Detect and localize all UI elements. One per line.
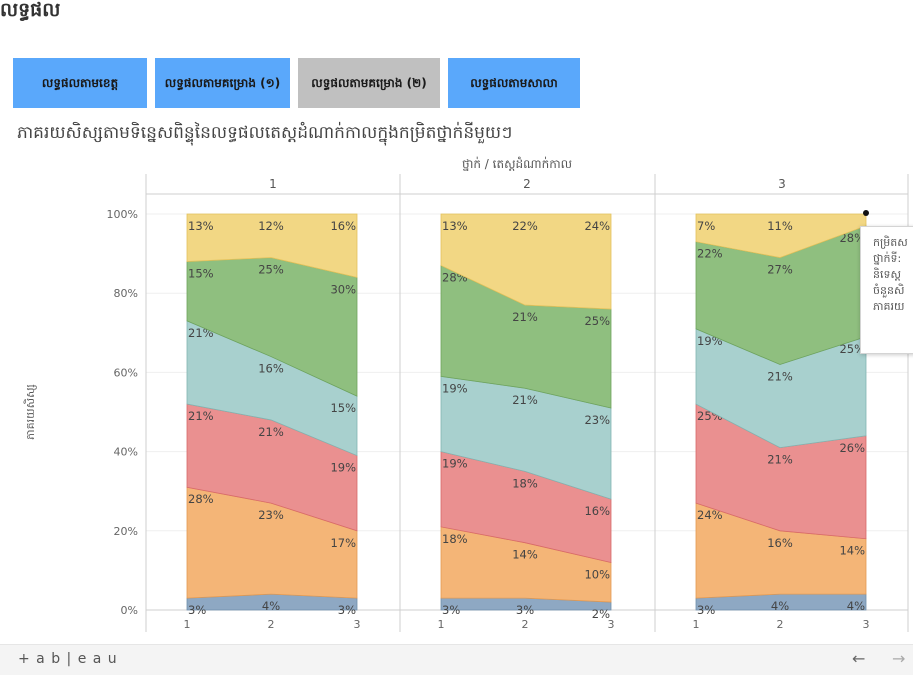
data-label: 2% [592, 607, 610, 621]
hover-point-marker [863, 210, 869, 216]
y-tick-label: 40% [114, 446, 138, 459]
page-title: លទ្ធផល [0, 0, 61, 21]
data-label: 7% [697, 219, 715, 233]
x-tick-label: 1 [438, 618, 445, 631]
tooltip: កម្រិតស ថ្នាក់ទី: និទេស្ត ចំនួនសិ ភាគរយ [860, 226, 913, 354]
x-tick-label: 3 [863, 618, 870, 631]
tab-by-project-1[interactable]: លទ្ធផលតាមគម្រោង (១) [155, 58, 290, 108]
tooltip-line: ថ្នាក់ទី: [873, 252, 902, 265]
data-label: 12% [258, 219, 284, 233]
y-tick-label: 80% [114, 287, 138, 300]
data-label: 30% [330, 282, 356, 296]
data-label: 4% [262, 599, 280, 613]
data-label: 18% [512, 476, 538, 490]
data-label: 21% [512, 310, 538, 324]
data-label: 14% [512, 548, 538, 562]
y-tick-label: 20% [114, 525, 138, 538]
data-label: 19% [442, 457, 468, 471]
tab-by-school[interactable]: លទ្ធផលតាមសាលា [448, 58, 580, 108]
panel-header-label: 3 [778, 177, 786, 191]
data-label: 21% [767, 453, 793, 467]
data-label: 22% [512, 219, 538, 233]
data-label: 28% [839, 231, 865, 245]
data-label: 4% [847, 599, 865, 613]
data-label: 18% [442, 532, 468, 546]
data-label: 16% [258, 362, 284, 376]
data-label: 10% [584, 567, 610, 581]
data-label: 11% [767, 219, 793, 233]
panel-header-label: 1 [269, 177, 277, 191]
data-label: 3% [188, 603, 206, 617]
data-label: 27% [767, 263, 793, 277]
x-tick-label: 3 [354, 618, 361, 631]
data-label: 21% [258, 425, 284, 439]
tableau-logo[interactable]: + a b | e a u [18, 651, 118, 667]
tab-by-province[interactable]: លទ្ធផលតាមខេត្ត [13, 58, 147, 108]
data-label: 23% [258, 508, 284, 522]
y-axis-label: ភាគរយសិស្ស [23, 384, 37, 440]
data-label: 15% [330, 401, 356, 415]
data-label: 21% [512, 393, 538, 407]
data-label: 28% [188, 492, 214, 506]
x-tick-label: 2 [522, 618, 529, 631]
data-label: 13% [188, 219, 214, 233]
data-label: 24% [584, 219, 610, 233]
tooltip-line: ចំនួនសិ [873, 284, 905, 297]
data-label: 25% [839, 342, 865, 356]
area-series-band [440, 213, 612, 310]
data-label: 24% [697, 508, 723, 522]
x-tick-label: 3 [608, 618, 615, 631]
data-label: 3% [697, 603, 715, 617]
panel-header-label: 2 [523, 177, 531, 191]
footer-toolbar: + a b | e a u ← → [0, 644, 913, 675]
x-tick-label: 2 [268, 618, 275, 631]
data-label: 21% [188, 409, 214, 423]
data-label: 25% [258, 263, 284, 277]
tab-by-project-2[interactable]: លទ្ធផលតាមគម្រោង (២) [298, 58, 440, 108]
data-label: 19% [330, 461, 356, 475]
data-label: 26% [839, 441, 865, 455]
data-label: 16% [330, 219, 356, 233]
x-tick-label: 2 [777, 618, 784, 631]
data-label: 23% [584, 413, 610, 427]
area-series-band [695, 213, 867, 258]
y-tick-label: 60% [114, 366, 138, 379]
data-label: 3% [516, 603, 534, 617]
arrow-left-icon[interactable]: ← [852, 649, 866, 668]
data-label: 21% [767, 369, 793, 383]
stacked-area-chart[interactable]: ថ្នាក់ / តេស្ដដំណាក់កាល 0% 20% 40% 60% 80% 100… [0, 150, 913, 640]
chart-title: ភាគរយសិស្សតាមទិន្នេសពិន្ទុនៃលទ្ធផលតេស្ដដ… [17, 123, 513, 143]
data-label: 16% [767, 536, 793, 550]
tooltip-line: កម្រិតស [873, 236, 908, 249]
data-label: 19% [442, 381, 468, 395]
x-tick-label: 1 [184, 618, 191, 631]
data-label: 15% [188, 267, 214, 281]
y-tick-label: 0% [121, 604, 138, 617]
x-tick-label: 1 [693, 618, 700, 631]
data-label: 4% [771, 599, 789, 613]
data-label: 22% [697, 247, 723, 261]
tooltip-line: ភាគរយ [873, 300, 905, 313]
area-series-band [186, 213, 358, 278]
column-header: ថ្នាក់ / តេស្ដដំណាក់កាល [462, 156, 572, 171]
tooltip-line: និទេស្ត [873, 268, 901, 281]
data-label: 25% [584, 314, 610, 328]
data-label: 13% [442, 219, 468, 233]
data-label: 3% [442, 603, 460, 617]
arrow-right-icon[interactable]: → [892, 649, 906, 668]
y-tick-label: 100% [107, 208, 138, 221]
data-label: 16% [584, 504, 610, 518]
data-label: 14% [839, 544, 865, 558]
data-label: 17% [330, 536, 356, 550]
data-label: 3% [338, 603, 356, 617]
